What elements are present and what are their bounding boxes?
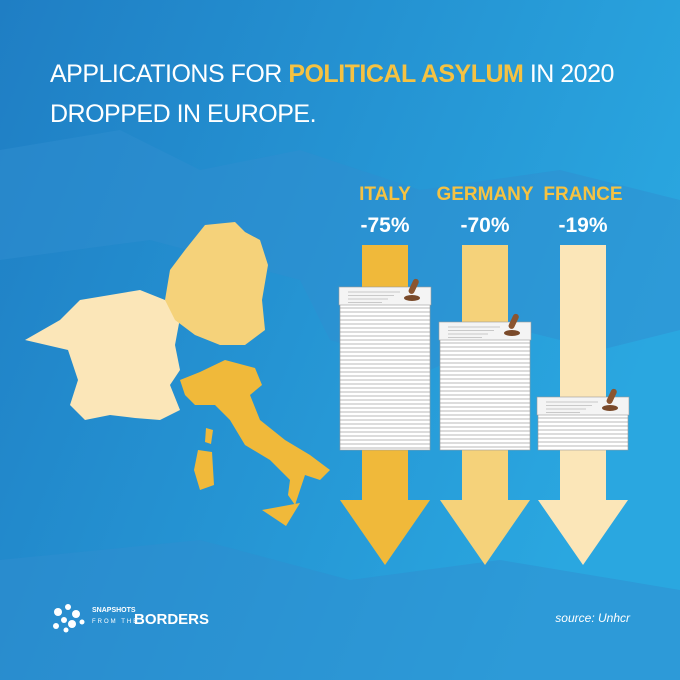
map-background [0,130,680,680]
stack-body [339,289,431,451]
title-line-1: APPLICATIONS FOR POLITICAL ASYLUM IN 202… [50,60,614,88]
paper-stack [536,388,630,451]
change-label: -70% [460,214,509,237]
logo-top: SNAPSHOTS [92,607,136,614]
stamp-handle [508,313,519,329]
stamp-base [404,295,420,301]
country-name: ITALY [359,184,411,205]
country-name: FRANCE [543,184,622,205]
change-label: -75% [360,214,409,237]
logo: SNAPSHOTS FROM THE BORDERS [53,604,209,633]
stamp-handle [408,278,419,294]
stamp-handle [606,388,617,404]
logo-brand: BORDERS [134,611,209,628]
paper-stack [338,278,432,451]
title-part: APPLICATIONS FOR [50,60,288,88]
stamp-base [504,330,520,336]
paper-stack [438,313,532,451]
country-name: GERMANY [436,184,533,205]
title-part: IN 2020 [523,60,614,88]
stack-body [439,324,531,451]
source: source: Unhcr [555,611,631,625]
france-shape [25,290,180,420]
title-line-2: DROPPED IN EUROPE. [50,100,316,128]
map [25,222,330,526]
italy-shape [180,360,330,526]
stamp-base [602,405,618,411]
logo-middle: FROM THE [92,619,139,625]
germany-shape [165,222,268,345]
change-label: -19% [558,214,607,237]
title-highlight: POLITICAL ASYLUM [288,60,523,88]
